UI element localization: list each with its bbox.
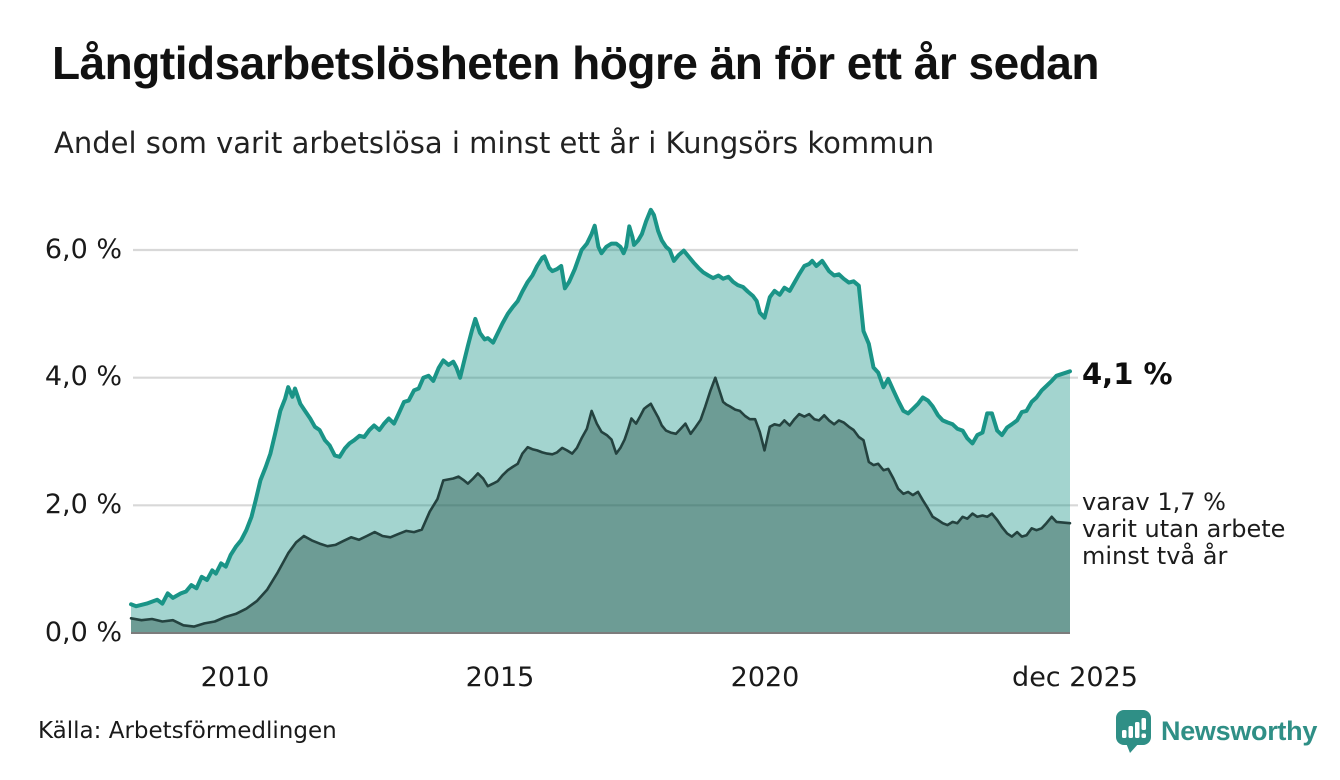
newsworthy-logo-icon bbox=[1113, 708, 1153, 754]
series-two-year-area bbox=[131, 377, 1070, 633]
y-axis-label-6: 6,0 % bbox=[44, 234, 122, 265]
secondary-value-annotation: varav 1,7 % varit utan arbete minst två … bbox=[1082, 488, 1286, 570]
series-two-year-line bbox=[129, 376, 1072, 628]
x-axis-label-dec-2025: dec 2025 bbox=[1012, 662, 1138, 693]
series-one-year-area bbox=[131, 209, 1070, 634]
series-one-year-line bbox=[129, 207, 1072, 609]
y-axis-label-2: 2,0 % bbox=[44, 489, 122, 520]
x-axis-label-2010: 2010 bbox=[200, 662, 270, 693]
source-caption: Källa: Arbetsförmedlingen bbox=[38, 718, 337, 744]
x-axis-label-2015: 2015 bbox=[465, 662, 535, 693]
x-axis-label-2020: 2020 bbox=[730, 662, 800, 693]
newsworthy-wordmark: Newsworthy bbox=[1161, 715, 1318, 746]
y-axis-label-4: 4,0 % bbox=[44, 361, 122, 392]
newsworthy-logo: Newsworthy bbox=[1113, 708, 1317, 754]
page-subtitle: Andel som varit arbetslösa i minst ett å… bbox=[54, 126, 935, 160]
latest-value-annotation: 4,1 % bbox=[1082, 357, 1173, 391]
y-axis-label-0: 0,0 % bbox=[44, 617, 122, 648]
page-title: Långtidsarbetslösheten högre än för ett … bbox=[52, 37, 1099, 89]
